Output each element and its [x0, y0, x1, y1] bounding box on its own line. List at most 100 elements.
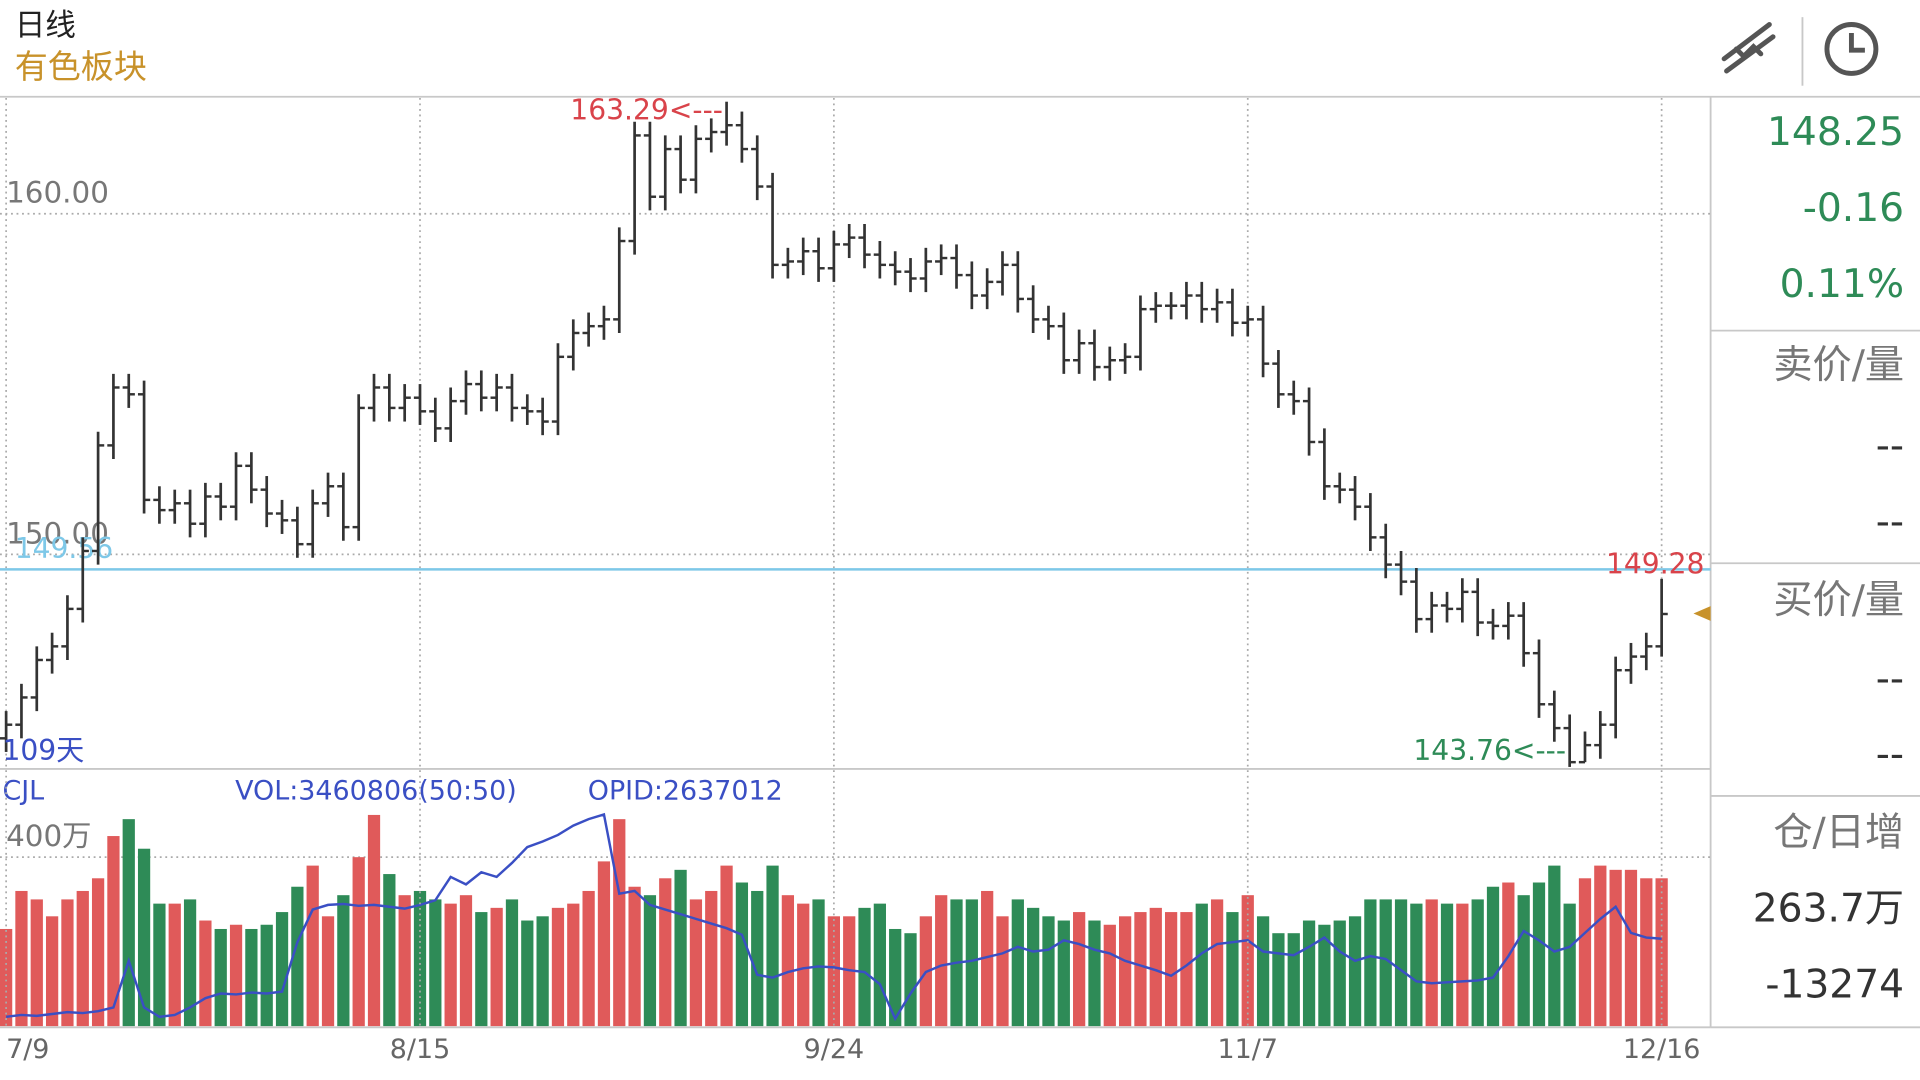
volume-bar: [398, 895, 411, 1027]
volume-bar: [935, 895, 948, 1027]
volume-bar: [1134, 912, 1147, 1027]
volume-bar: [183, 899, 197, 1027]
volume-bar: [1517, 895, 1530, 1027]
volume-bar: [1042, 916, 1055, 1027]
volume-bar: [1379, 899, 1392, 1027]
volume-bar: [107, 836, 120, 1027]
volume-bar: [889, 928, 902, 1027]
volume-bar: [1333, 920, 1346, 1027]
volume-bar: [536, 916, 549, 1027]
volume-bar: [1471, 899, 1484, 1027]
volume-bar: [965, 899, 978, 1027]
volume-bar: [505, 899, 519, 1027]
bid-title: 买价/量: [1773, 578, 1904, 623]
volume-bar: [781, 895, 795, 1027]
volume-title: CJL: [2, 776, 44, 807]
legend-entry: VOL:3460806(50:50): [235, 776, 517, 807]
volume-bar: [567, 903, 580, 1027]
period-label: 日线: [15, 8, 76, 43]
opid-line: [5, 812, 1662, 1022]
quote-panel: 148.25 -0.16 0.11% 卖价/量 -- -- 买价/量 -- --…: [1693, 110, 1904, 1007]
ask-title: 卖价/量: [1773, 343, 1904, 388]
volume-bar: [199, 920, 212, 1027]
volume-bar: [337, 895, 350, 1027]
volume-bar: [1624, 869, 1638, 1027]
volume-bar: [61, 899, 74, 1027]
volume-bar: [1256, 916, 1270, 1027]
volume-bar: [582, 890, 595, 1027]
y-tick-label: 160.00: [6, 176, 109, 210]
volume-bar: [1302, 920, 1316, 1027]
ask-volume: --: [1876, 500, 1904, 545]
volume-bar: [137, 848, 151, 1027]
volume-bar: [1272, 933, 1285, 1027]
volume-bar: [1073, 912, 1086, 1027]
volume-bar: [1226, 912, 1239, 1027]
volume-bar: [30, 899, 43, 1027]
clock-icon[interactable]: [1824, 22, 1879, 76]
bid-price: --: [1876, 656, 1904, 701]
volume-bar: [659, 878, 672, 1027]
volume-bar: [76, 890, 89, 1027]
volume-bar: [1119, 916, 1132, 1027]
volume-bar: [1149, 907, 1162, 1027]
x-tick-label: 7/9: [6, 1034, 49, 1065]
volume-bar: [1425, 899, 1438, 1027]
volume-bar: [1609, 869, 1622, 1027]
volume-bar: [1103, 924, 1116, 1027]
volume-bar: [643, 895, 657, 1027]
volume-bar: [1456, 903, 1469, 1027]
bid-volume: --: [1876, 732, 1904, 777]
y-tick-label: 150.00: [6, 516, 109, 550]
volume-bar: [551, 907, 565, 1027]
volume-bar: [1410, 903, 1423, 1027]
volume-bar: [1594, 865, 1607, 1027]
price-change: -0.16: [1803, 186, 1904, 231]
volume-bar: [1548, 865, 1561, 1027]
volume-bar: [260, 924, 273, 1027]
clock-face[interactable]: [1824, 22, 1879, 76]
low-label: 143.76<---: [1413, 734, 1566, 767]
last-high-label: 149.28: [1606, 547, 1705, 580]
volume-bar: [751, 890, 764, 1027]
volume-bar: [490, 907, 503, 1027]
x-tick-label: 8/15: [390, 1034, 450, 1065]
volume-bar: [1578, 878, 1592, 1027]
volume-bar: [45, 916, 59, 1027]
icon-lines[interactable]: [1721, 22, 1776, 74]
price-change-pct: 0.11%: [1780, 262, 1904, 307]
volume-bar: [1241, 895, 1254, 1027]
last-price: 148.25: [1767, 110, 1904, 155]
days-label: 109天: [2, 734, 84, 767]
high-label: 163.29<---: [570, 94, 723, 127]
volume-bar: [521, 920, 534, 1027]
volume-bar: [429, 899, 442, 1027]
volume-bar: [91, 878, 105, 1027]
volume-bar: [1532, 882, 1546, 1027]
volume-bar: [15, 890, 28, 1027]
volume-bar: [153, 903, 166, 1027]
volume-bar: [1486, 886, 1500, 1027]
volume-bar: [1640, 878, 1653, 1027]
volume-bar: [367, 814, 381, 1027]
y-tick-label: 400万: [6, 819, 91, 853]
volume-bar: [168, 903, 181, 1027]
clock-hands[interactable]: [1848, 33, 1865, 53]
volume-bar: [1318, 924, 1331, 1027]
volume-bar: [858, 907, 871, 1027]
volume-bar: [1563, 903, 1576, 1027]
volume-bar: [306, 865, 319, 1027]
volume-bar: [1011, 899, 1024, 1027]
volume-bar: [245, 928, 258, 1027]
volume-bar: [873, 903, 886, 1027]
sector-name: 有色板块: [15, 47, 147, 86]
x-tick-label: 9/24: [804, 1034, 864, 1065]
volume-bar: [291, 886, 304, 1027]
volume-bar: [1210, 899, 1224, 1027]
volume-bar: [812, 899, 825, 1027]
volume-bar: [1164, 912, 1178, 1027]
volume-bar: [904, 933, 917, 1027]
indicator-icon[interactable]: [1721, 22, 1776, 74]
